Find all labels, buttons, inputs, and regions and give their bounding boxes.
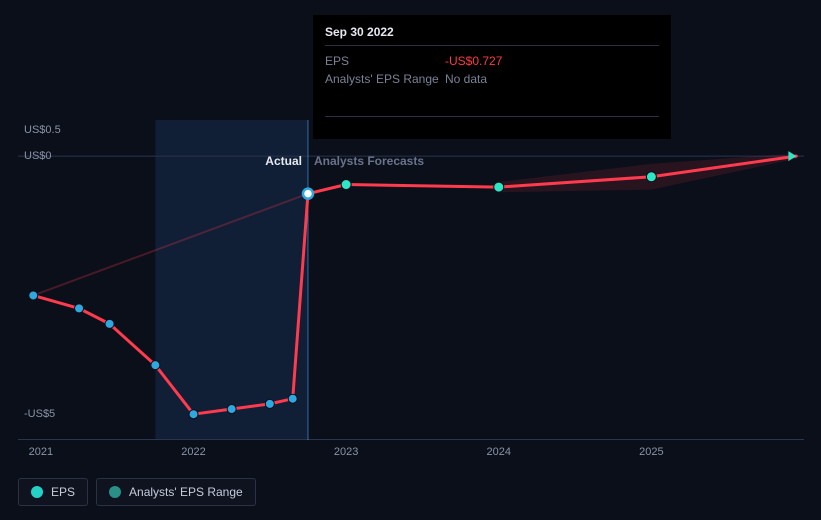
- tooltip-value: No data: [445, 70, 487, 88]
- y-axis-label: US$0.5: [24, 124, 61, 136]
- y-axis-label: US$0: [24, 150, 52, 162]
- x-axis-label: 2022: [181, 446, 205, 458]
- x-axis-label: 2023: [334, 446, 358, 458]
- tooltip-date: Sep 30 2022: [325, 25, 659, 46]
- chart-legend: EPS Analysts' EPS Range: [18, 478, 256, 506]
- tooltip-row: EPS -US$0.727: [325, 52, 659, 70]
- y-axis-label: -US$5: [24, 408, 55, 420]
- legend-label: EPS: [51, 485, 75, 499]
- tooltip-key: Analysts' EPS Range: [325, 70, 445, 88]
- tooltip-value: -US$0.727: [445, 52, 502, 70]
- eps-chart[interactable]: US$0.5US$0-US$520212022202320242025Actua…: [18, 120, 804, 440]
- legend-swatch-icon: [109, 486, 121, 498]
- x-axis-label: 2021: [29, 446, 53, 458]
- tooltip-row: Analysts' EPS Range No data: [325, 70, 659, 88]
- chart-tooltip: Sep 30 2022 EPS -US$0.727 Analysts' EPS …: [313, 15, 671, 139]
- legend-item-eps[interactable]: EPS: [18, 478, 88, 506]
- legend-label: Analysts' EPS Range: [129, 485, 243, 499]
- actual-region-label: Actual: [265, 154, 302, 168]
- tooltip-key: EPS: [325, 52, 445, 70]
- chart-svg: [18, 120, 804, 440]
- forecast-region-label: Analysts Forecasts: [314, 154, 424, 168]
- legend-swatch-icon: [31, 486, 43, 498]
- x-axis-label: 2025: [639, 446, 663, 458]
- legend-item-analysts-range[interactable]: Analysts' EPS Range: [96, 478, 256, 506]
- x-axis-label: 2024: [487, 446, 511, 458]
- tooltip-divider: [325, 116, 659, 117]
